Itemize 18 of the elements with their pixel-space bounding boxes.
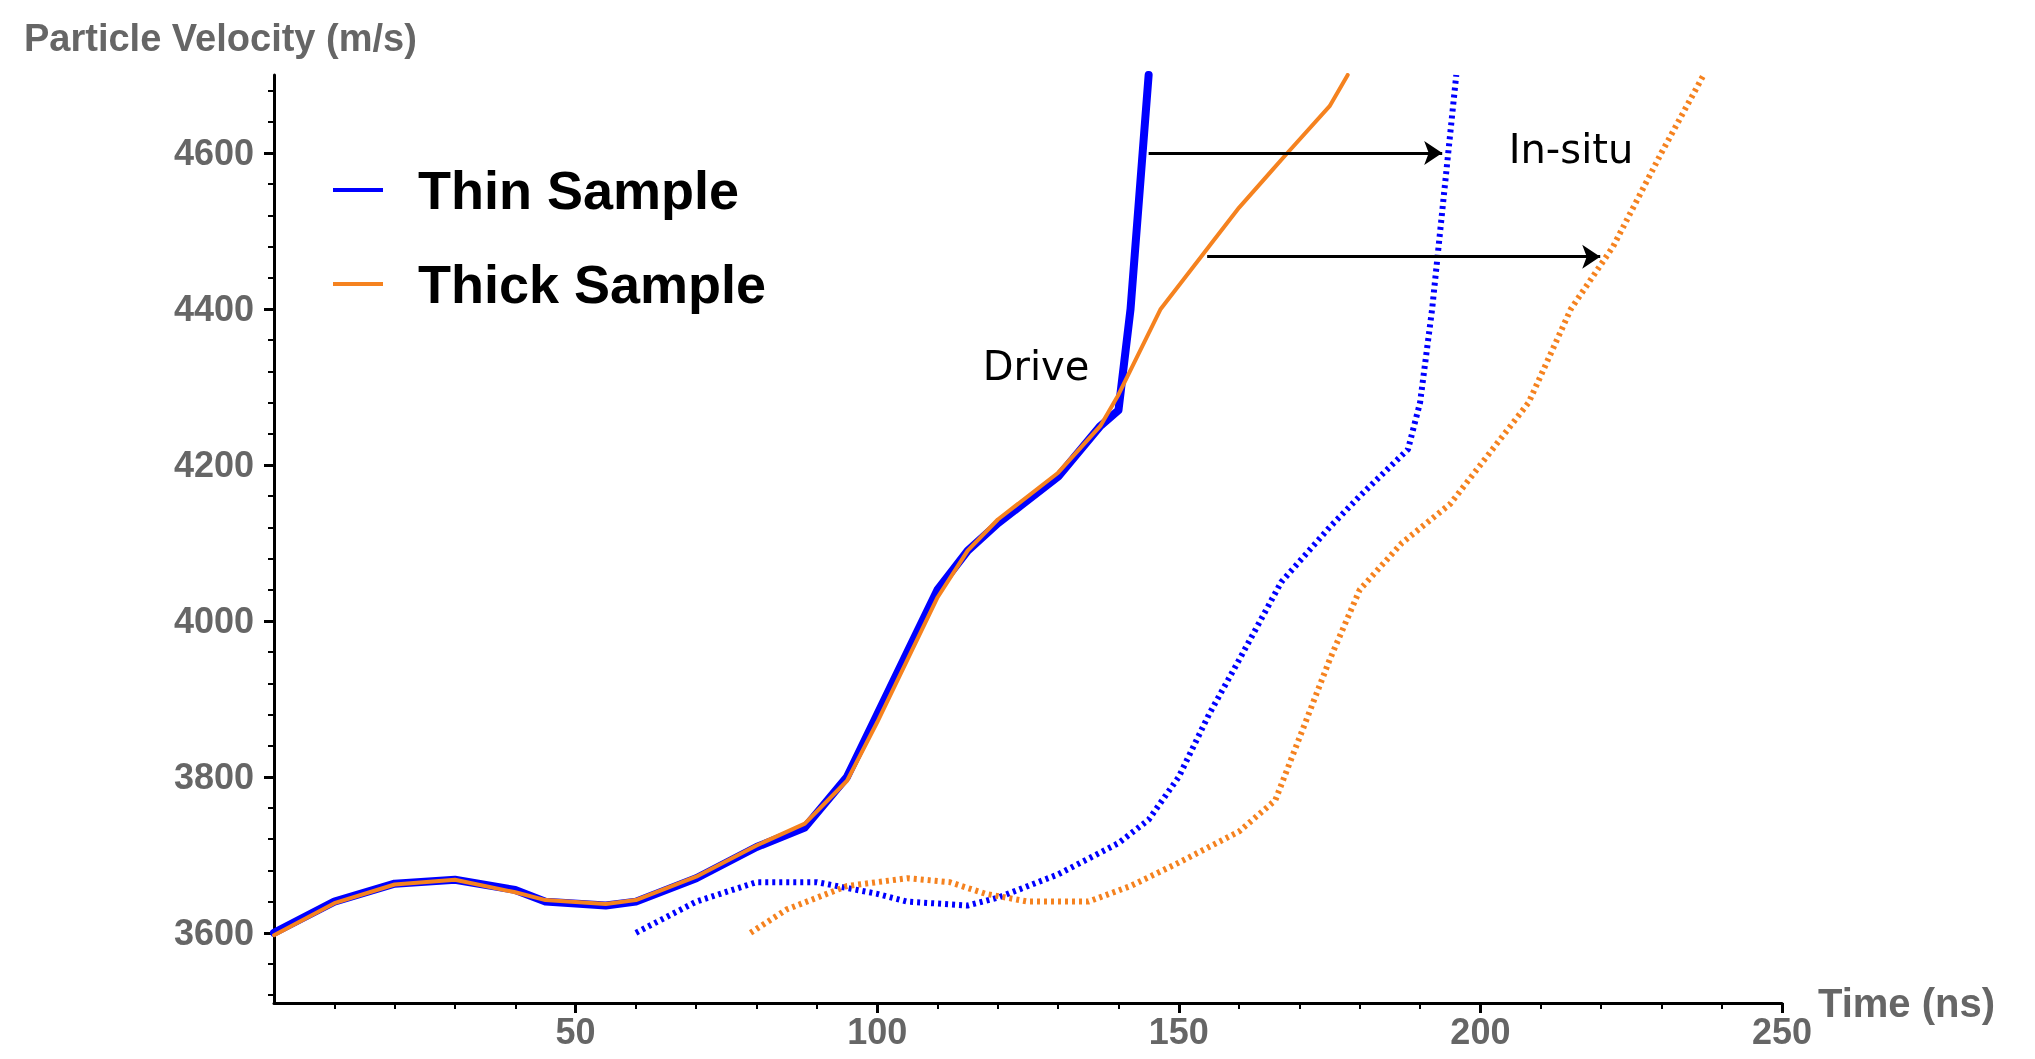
y-axis-title: Particle Velocity (m/s): [24, 17, 417, 59]
y-tick-label: 4600: [173, 132, 254, 174]
y-tick-label: 3800: [173, 756, 254, 798]
x-tick-label: 100: [847, 1010, 908, 1052]
annotation: Drive: [982, 343, 1090, 389]
x-tick-label: 250: [1751, 1010, 1813, 1052]
x-tick-label: 150: [1148, 1010, 1209, 1052]
x-tick-label: 50: [555, 1010, 596, 1052]
y-tick-label: 3600: [173, 912, 254, 954]
x-tick-label: 200: [1450, 1010, 1511, 1052]
legend-label: Thick Sample: [418, 254, 767, 314]
y-tick-label: 4000: [173, 600, 254, 642]
x-axis-title: Time (ns): [1817, 981, 1996, 1025]
y-tick-label: 4200: [173, 444, 254, 486]
line-series: [272, 73, 1350, 938]
y-tick-label: 4400: [173, 288, 254, 330]
legend-label: Thin Sample: [418, 160, 740, 220]
annotation: In-situ: [1508, 126, 1634, 172]
